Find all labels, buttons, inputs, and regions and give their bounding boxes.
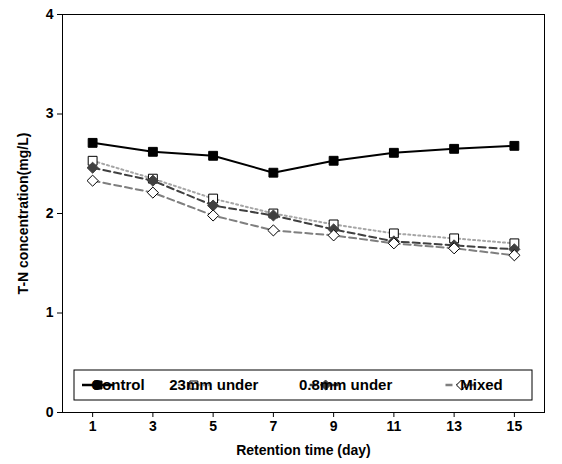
- svg-text:11: 11: [386, 418, 401, 434]
- svg-text:3: 3: [149, 418, 157, 434]
- svg-text:1: 1: [46, 304, 54, 320]
- svg-text:5: 5: [209, 418, 217, 434]
- svg-text:9: 9: [330, 418, 338, 434]
- svg-text:4: 4: [46, 6, 54, 22]
- svg-text:7: 7: [269, 418, 277, 434]
- svg-text:1: 1: [89, 418, 97, 434]
- svg-text:23mm under: 23mm under: [169, 376, 258, 393]
- svg-text:T-N concentration(mg/L): T-N concentration(mg/L): [15, 133, 31, 295]
- svg-text:Mixed: Mixed: [460, 376, 503, 393]
- svg-text:3: 3: [46, 105, 54, 121]
- svg-text:15: 15: [507, 418, 523, 434]
- svg-text:Control: Control: [91, 376, 144, 393]
- svg-text:0.8mm under: 0.8mm under: [299, 376, 393, 393]
- svg-text:2: 2: [46, 205, 54, 221]
- svg-text:0: 0: [46, 404, 54, 420]
- svg-text:13: 13: [446, 418, 462, 434]
- svg-text:Retention time (day): Retention time (day): [236, 442, 371, 458]
